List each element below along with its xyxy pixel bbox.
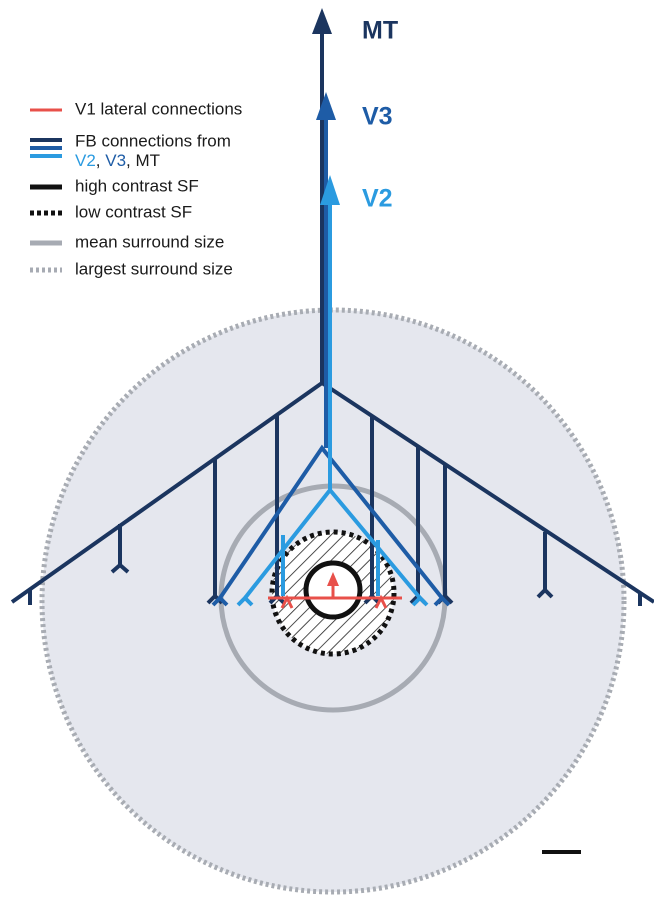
legend-text: largest surround size — [75, 259, 233, 278]
legend-source: V2 — [75, 151, 96, 170]
legend-source: V3 — [105, 151, 126, 170]
legend-text: low contrast SF — [75, 202, 192, 221]
mt-label: MT — [362, 17, 398, 45]
legend-source: , MT — [126, 151, 160, 170]
legend-text: high contrast SF — [75, 176, 199, 195]
legend: V1 lateral connections FB connections fr… — [30, 99, 242, 278]
v3-label: V3 — [362, 103, 393, 131]
legend-text: V1 lateral connections — [75, 99, 242, 118]
diagram: MT V3 V2 V1 lateral connections FB conne… — [0, 0, 654, 904]
v2-label: V2 — [362, 185, 393, 213]
v3-arrow — [316, 92, 336, 120]
legend-text: FB connections from — [75, 131, 231, 150]
legend-text: V2, V3, MT — [75, 151, 160, 170]
mt-arrow — [312, 8, 332, 34]
legend-text: mean surround size — [75, 232, 224, 251]
legend-source: , — [96, 151, 105, 170]
